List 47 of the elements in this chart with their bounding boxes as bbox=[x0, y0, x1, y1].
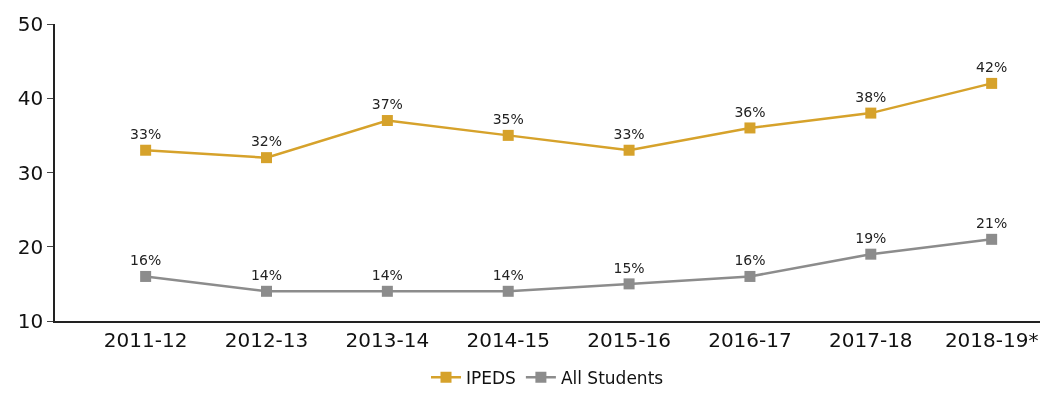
y-tick-label: 10 bbox=[17, 309, 44, 333]
data-label: 33% bbox=[130, 125, 162, 142]
y-tick-label: 20 bbox=[17, 234, 44, 259]
x-tick-label: 2012-13 bbox=[224, 327, 309, 352]
data-label: 37% bbox=[371, 96, 403, 113]
data-label: 14% bbox=[492, 266, 524, 283]
data-label: 16% bbox=[130, 252, 162, 269]
x-tick-label: 2015-16 bbox=[587, 327, 671, 352]
y-tick-label: 30 bbox=[17, 160, 44, 185]
point bbox=[381, 285, 393, 297]
x-tick-label: 2013-14 bbox=[345, 327, 430, 352]
point bbox=[140, 270, 152, 282]
point bbox=[986, 233, 998, 245]
data-label: 42% bbox=[976, 59, 1008, 76]
point bbox=[744, 270, 756, 282]
point bbox=[261, 152, 272, 164]
point bbox=[381, 115, 393, 127]
x-tick-label: 2014-15 bbox=[466, 327, 551, 352]
point bbox=[623, 144, 635, 156]
point bbox=[140, 144, 152, 156]
data-label: 38% bbox=[855, 88, 887, 105]
point bbox=[502, 129, 514, 141]
point bbox=[986, 77, 998, 89]
point bbox=[744, 122, 756, 134]
x-tick-label: 2011-12 bbox=[103, 327, 188, 352]
point bbox=[261, 285, 272, 297]
x-tick-label: 2017-18 bbox=[829, 327, 913, 352]
legend-label: IPEDS bbox=[466, 367, 516, 388]
point bbox=[865, 107, 877, 119]
data-label: 35% bbox=[492, 111, 524, 127]
data-label: 15% bbox=[613, 259, 645, 276]
data-label: 32% bbox=[250, 133, 283, 150]
data-label: 19% bbox=[855, 229, 887, 246]
data-label: 33% bbox=[613, 125, 645, 142]
y-tick-label: 50 bbox=[17, 12, 44, 36]
x-tick-label: 2016-17 bbox=[708, 327, 792, 352]
point bbox=[502, 285, 514, 297]
data-label: 14% bbox=[250, 266, 283, 283]
point bbox=[623, 278, 635, 290]
x-tick-label: 2018-19* bbox=[944, 327, 1039, 352]
data-label: 14% bbox=[371, 266, 403, 283]
y-tick-label: 40 bbox=[17, 86, 44, 111]
point bbox=[865, 248, 877, 260]
legend-label: All Students bbox=[560, 367, 664, 388]
data-label: 16% bbox=[734, 252, 766, 269]
data-label: 21% bbox=[976, 214, 1008, 231]
data-label: 36% bbox=[734, 103, 766, 120]
